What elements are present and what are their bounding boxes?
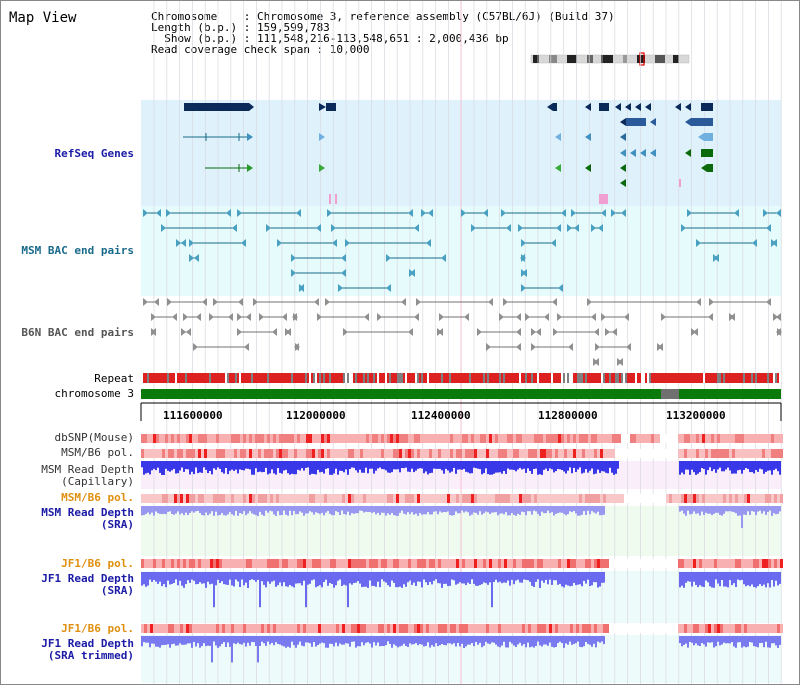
b6n-bac-end-pairs[interactable] xyxy=(143,298,782,366)
axis-tick-label: 113200000 xyxy=(666,409,726,422)
position-axis xyxy=(140,402,782,421)
track-label-jf1-pol[interactable]: JF1/B6 pol. xyxy=(61,557,134,570)
track-label-msm-depth-sra[interactable]: MSM Read Depth (SRA) xyxy=(41,506,134,531)
track-label-msm-bac[interactable]: MSM BAC end pairs xyxy=(21,244,134,257)
chromosome-ideogram[interactable] xyxy=(530,52,690,66)
repeat-track[interactable] xyxy=(141,373,781,383)
page-title: Map View xyxy=(9,10,77,26)
axis-tick-label: 112800000 xyxy=(538,409,598,422)
track-label-chromosome[interactable]: chromosome 3 xyxy=(54,387,134,400)
axis-tick-label: 112000000 xyxy=(286,409,346,422)
refseq-genes[interactable] xyxy=(183,103,713,204)
axis-tick-label: 112400000 xyxy=(411,409,471,422)
track-label-jf1-depth[interactable]: JF1 Read Depth (SRA) xyxy=(41,572,134,597)
track-label-b6n-bac[interactable]: B6N BAC end pairs xyxy=(21,326,134,339)
track-label-repeat[interactable]: Repeat xyxy=(94,372,134,385)
grid-lines xyxy=(153,1,782,684)
track-label-jf1-pol-trimmed[interactable]: JF1/B6 pol. xyxy=(61,622,134,635)
track-label-msm-pol[interactable]: MSM/B6 pol. xyxy=(61,446,134,459)
axis-tick-label: 111600000 xyxy=(163,409,223,422)
track-label-refseq[interactable]: RefSeq Genes xyxy=(54,147,134,160)
track-label-dbsnp[interactable]: dbSNP(Mouse) xyxy=(54,431,134,444)
chromosome-track[interactable] xyxy=(141,389,781,399)
chromosome-info: Chromosome : Chromosome 3, reference ass… xyxy=(151,11,615,55)
polymorphism-heat-tracks[interactable] xyxy=(141,434,783,633)
msm-bac-end-pairs[interactable] xyxy=(143,209,781,292)
track-label-jf1-depth-trimmed[interactable]: JF1 Read Depth (SRA trimmed) xyxy=(41,637,134,662)
length-line: Length (b.p.) : 159,599,783 xyxy=(151,21,330,34)
coverage-span-line: Read coverage check span : 10,000 xyxy=(151,43,370,56)
chromosome-line: Chromosome : Chromosome 3, reference ass… xyxy=(151,10,615,23)
track-label-msm-depth-capillary[interactable]: MSM Read Depth (Capillary) xyxy=(41,463,134,488)
read-depth-tracks[interactable] xyxy=(141,461,781,663)
track-label-msm-pol-sra[interactable]: MSM/B6 pol. xyxy=(61,491,134,504)
